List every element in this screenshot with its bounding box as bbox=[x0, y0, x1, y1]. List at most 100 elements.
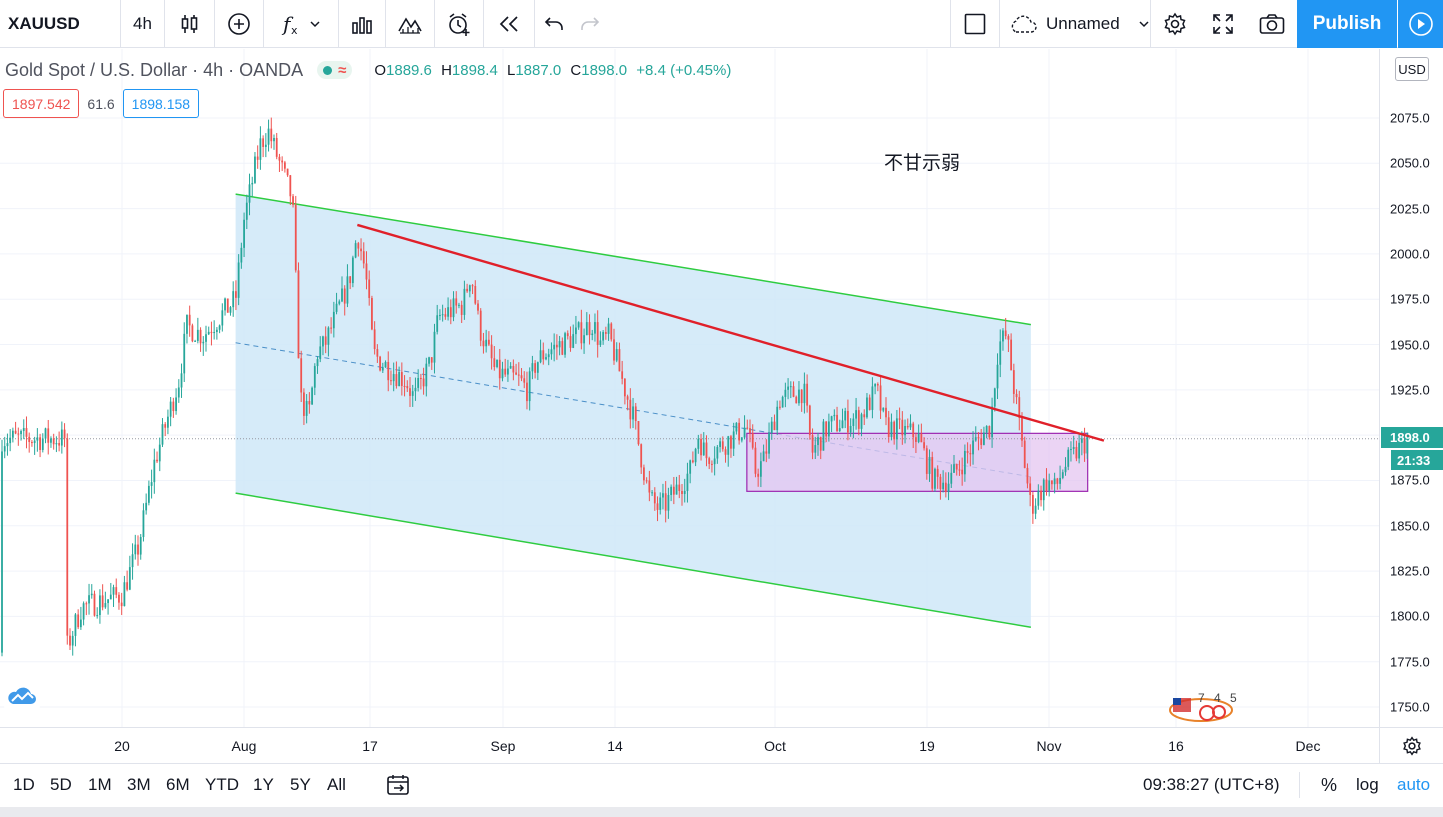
range-button-6m[interactable]: 6M bbox=[166, 775, 190, 794]
publish-button[interactable]: Publish bbox=[1297, 0, 1397, 48]
layout-select-button[interactable] bbox=[951, 0, 999, 48]
stamp-digits: 7 4 5 bbox=[1198, 691, 1240, 705]
candle-body bbox=[229, 307, 232, 313]
chart-pane[interactable] bbox=[0, 49, 1379, 727]
settings-button[interactable] bbox=[1151, 0, 1198, 48]
time-axis[interactable]: 20 Aug 17 Sep 14 Oct 19 Nov 16 Dec bbox=[0, 727, 1379, 763]
timezone-clock[interactable]: 09:38:27 (UTC+8) bbox=[1143, 775, 1280, 794]
candle-body bbox=[689, 460, 692, 474]
candle-body bbox=[332, 311, 335, 329]
stream-button[interactable] bbox=[1398, 0, 1443, 48]
range-button-all[interactable]: All bbox=[327, 775, 346, 794]
range-button-1y[interactable]: 1Y bbox=[253, 775, 274, 794]
candle-body bbox=[357, 243, 360, 249]
candle-body bbox=[536, 362, 539, 373]
candle-body bbox=[1086, 436, 1089, 454]
candle-body bbox=[142, 510, 145, 538]
candle-body bbox=[278, 156, 281, 161]
candle-body bbox=[96, 615, 99, 617]
candle-body bbox=[33, 440, 36, 444]
symbol-search-button[interactable]: XAUUSD bbox=[8, 14, 80, 33]
candle-body bbox=[836, 414, 838, 432]
redo-icon bbox=[581, 17, 600, 30]
candle-body bbox=[683, 490, 686, 495]
candle-body bbox=[50, 438, 52, 443]
candle-body bbox=[346, 276, 349, 304]
candle-body bbox=[893, 421, 896, 440]
candle-body bbox=[575, 327, 577, 335]
alert-button[interactable] bbox=[435, 0, 483, 48]
market-status-pill[interactable]: ≈ bbox=[317, 61, 353, 79]
candle-body bbox=[52, 438, 55, 445]
candle-body bbox=[634, 406, 637, 422]
candle-body bbox=[534, 363, 537, 373]
candle-body bbox=[1075, 447, 1078, 459]
buy-price-button[interactable]: 1898.158 bbox=[122, 89, 200, 118]
range-button-1m[interactable]: 1M bbox=[88, 775, 112, 794]
save-layout-button[interactable]: Unnamed bbox=[1000, 0, 1150, 48]
candle-body bbox=[283, 162, 286, 169]
chart-text-annotation[interactable]: 不甘示弱 bbox=[884, 153, 961, 174]
sell-price-button[interactable]: 1897.542 bbox=[3, 89, 80, 118]
redo-button[interactable] bbox=[574, 0, 606, 48]
gear-icon bbox=[1402, 735, 1421, 756]
candle-body bbox=[749, 428, 751, 434]
candle-body bbox=[167, 416, 169, 428]
replay-button[interactable] bbox=[484, 0, 534, 48]
candle-body bbox=[920, 433, 923, 443]
compare-button[interactable] bbox=[215, 0, 263, 48]
time-tick-label: 16 bbox=[1168, 738, 1184, 754]
footer-strip bbox=[0, 807, 1443, 817]
candle-body bbox=[520, 375, 523, 379]
log-scale-toggle[interactable]: log bbox=[1356, 775, 1379, 794]
price-axis[interactable]: 2075.0 2050.0 2025.0 2000.0 1975.0 1950.0 1925… bbox=[1379, 49, 1443, 727]
candle-body bbox=[871, 386, 874, 410]
candle-body bbox=[841, 420, 844, 429]
undo-button[interactable] bbox=[538, 0, 570, 48]
candle-body bbox=[925, 448, 928, 474]
candle-body bbox=[414, 387, 417, 392]
candle-body bbox=[1064, 466, 1067, 473]
range-button-3m[interactable]: 3M bbox=[127, 775, 151, 794]
financials-button[interactable] bbox=[339, 0, 385, 48]
range-button-ytd[interactable]: YTD bbox=[205, 775, 239, 794]
price-tick-label: 1925.0 bbox=[1390, 382, 1430, 398]
percent-scale-toggle[interactable]: % bbox=[1321, 775, 1338, 795]
templates-button[interactable] bbox=[386, 0, 434, 48]
fullscreen-button[interactable] bbox=[1198, 0, 1248, 48]
interval-button[interactable]: 4h bbox=[133, 14, 152, 33]
candle-body bbox=[517, 374, 520, 376]
candle-body bbox=[1072, 447, 1075, 450]
candle-body bbox=[479, 310, 482, 341]
candle-body bbox=[958, 469, 961, 471]
goto-date-button[interactable] bbox=[386, 774, 410, 801]
candle-body bbox=[224, 298, 226, 311]
snapshot-button[interactable] bbox=[1248, 0, 1296, 48]
bar-style-button[interactable] bbox=[165, 0, 214, 48]
candle-body bbox=[939, 476, 942, 490]
candle-body bbox=[112, 587, 115, 595]
range-button-5y[interactable]: 5Y bbox=[290, 775, 311, 794]
candle-body bbox=[436, 315, 439, 332]
candle-body bbox=[373, 329, 376, 350]
undo-icon bbox=[544, 17, 563, 30]
candle-body bbox=[555, 344, 558, 348]
candle-body bbox=[41, 438, 44, 450]
candle-body bbox=[232, 291, 235, 308]
axis-settings-button[interactable] bbox=[1379, 727, 1443, 763]
candle-body bbox=[254, 156, 256, 183]
price-tick-label: 1875.0 bbox=[1390, 472, 1430, 488]
range-button-1d[interactable]: 1D bbox=[13, 775, 35, 794]
candle-body bbox=[746, 427, 749, 429]
candle-body bbox=[509, 365, 512, 369]
tradingview-logo[interactable] bbox=[4, 682, 40, 710]
price-tick-label: 1750.0 bbox=[1390, 699, 1430, 715]
candle-body bbox=[1002, 330, 1004, 342]
range-button-5d[interactable]: 5D bbox=[50, 775, 72, 794]
auto-scale-toggle[interactable]: auto bbox=[1397, 775, 1431, 794]
candle-body bbox=[294, 204, 297, 271]
currency-badge[interactable]: USD bbox=[1395, 57, 1429, 81]
candle-body bbox=[906, 425, 909, 428]
candle-body bbox=[161, 424, 164, 445]
